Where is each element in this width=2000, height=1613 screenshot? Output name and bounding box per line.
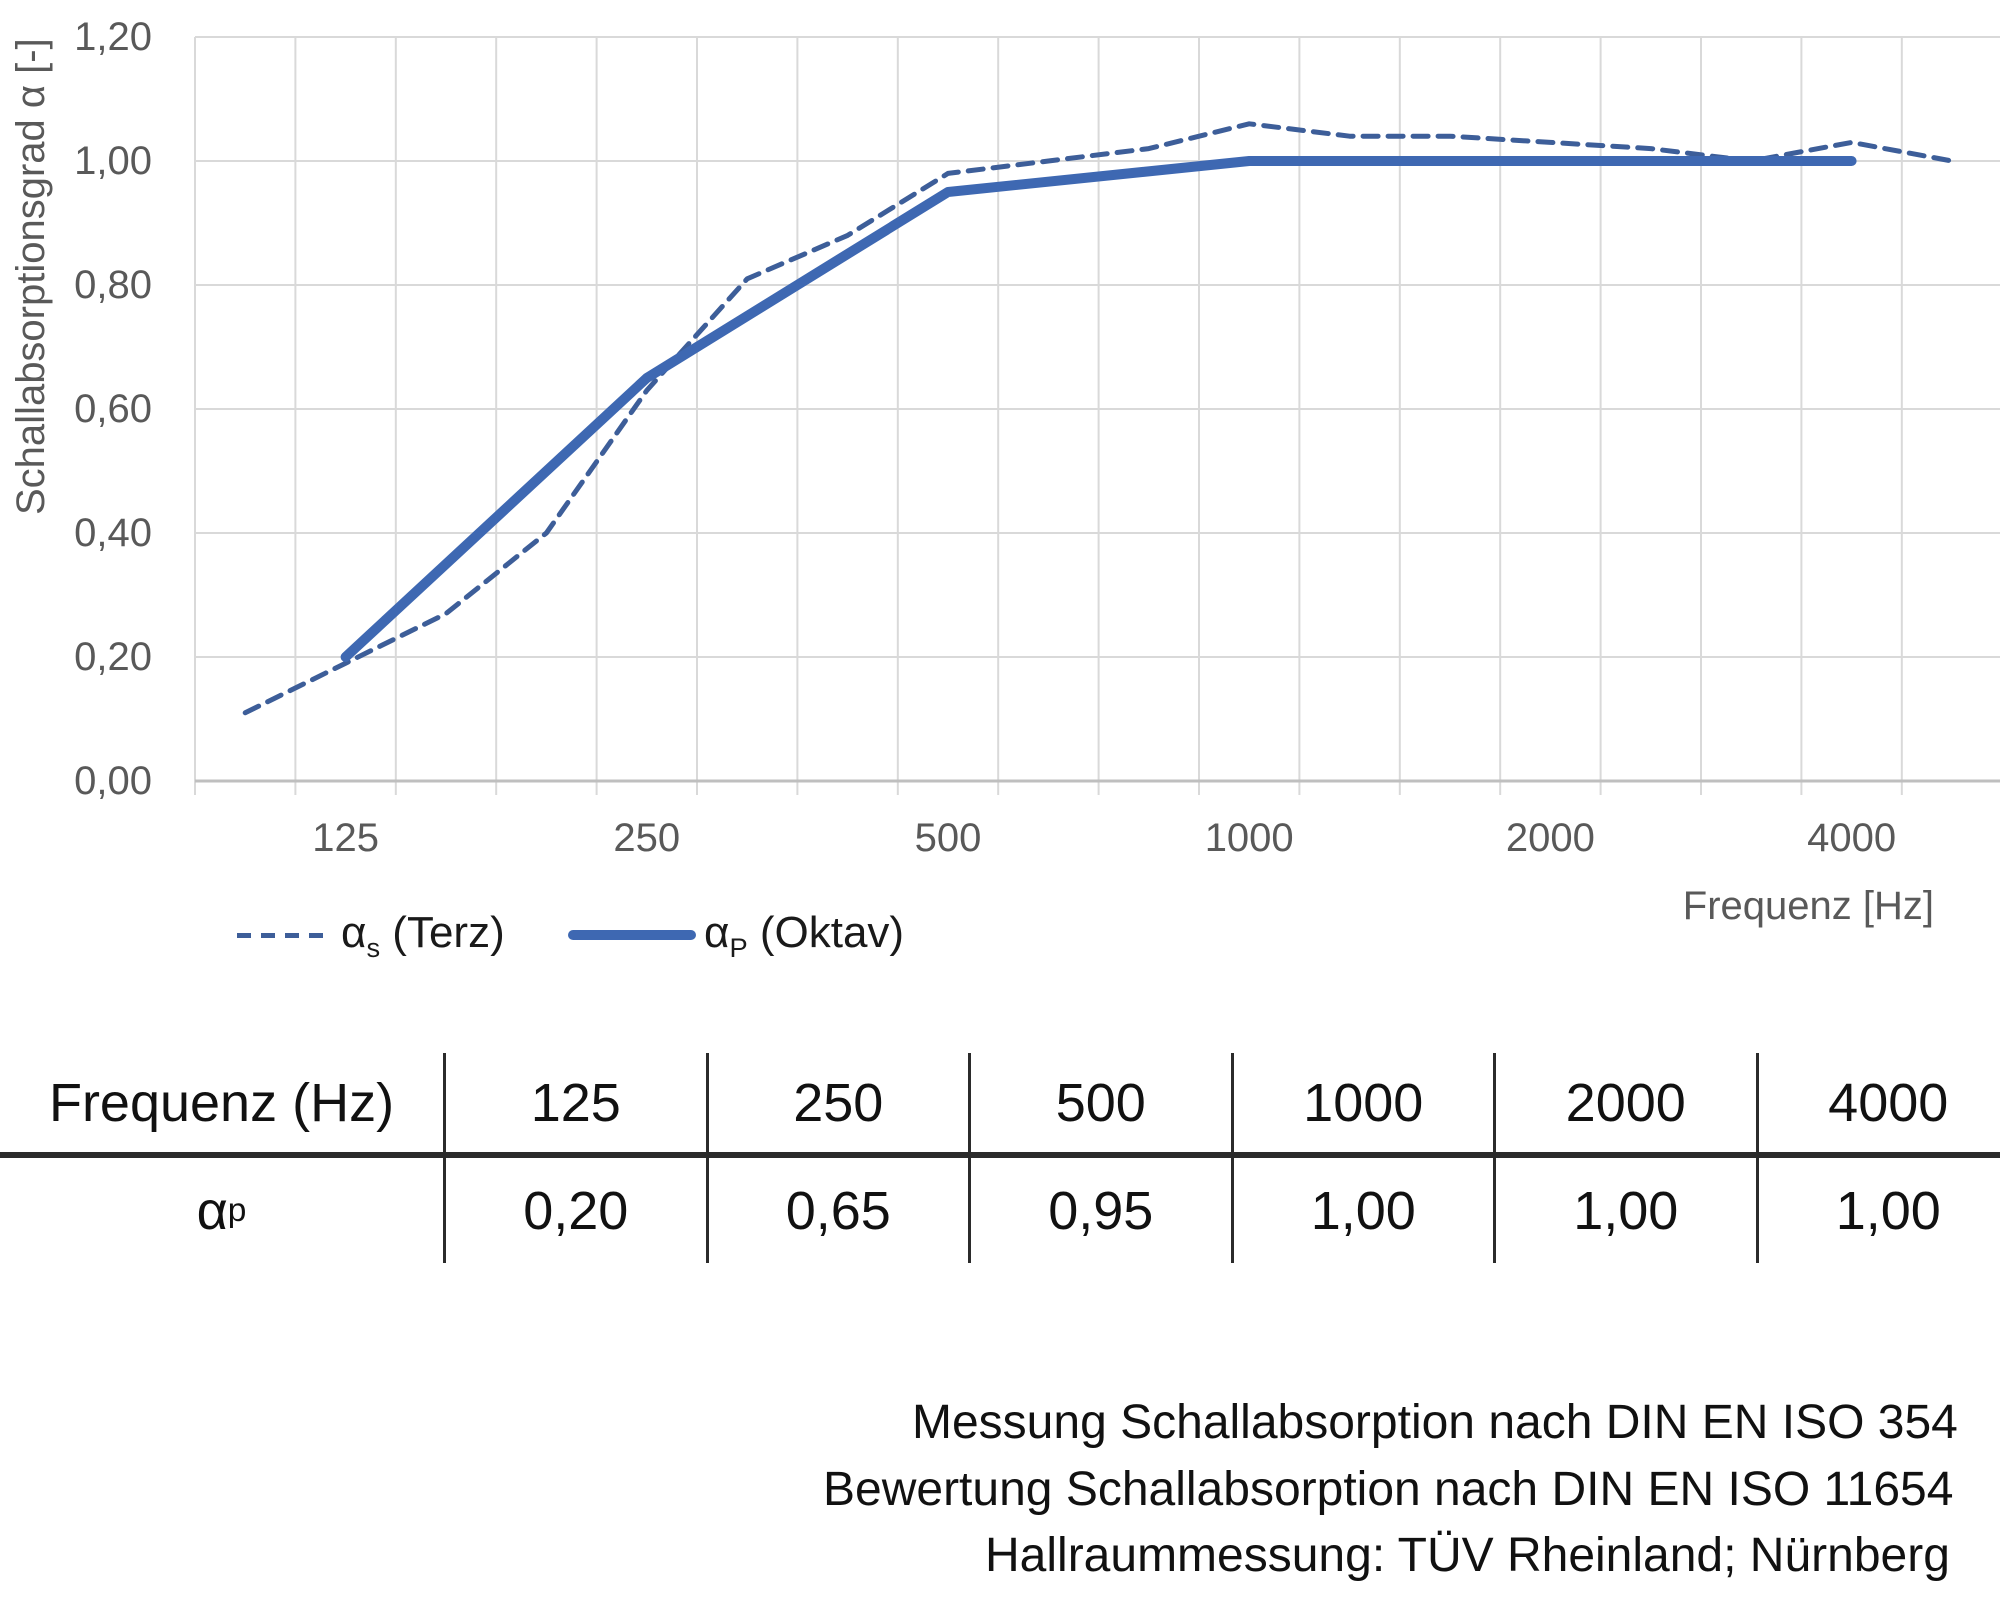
table-header-cell: 250 <box>705 1053 968 1158</box>
table-header-cell: Frequenz (Hz) <box>0 1053 443 1158</box>
absorption-results-table: Frequenz (Hz) 125 250 500 1000 2000 4000 α p 0,20… <box>0 1053 2000 1263</box>
table-value-cell: 1,00 <box>1493 1158 1756 1263</box>
oktav-series-line <box>340 156 1857 662</box>
y-tick-label: 0,00 <box>74 759 152 803</box>
y-tick-label: 1,20 <box>74 15 152 59</box>
terz-series-line <box>242 121 1955 716</box>
x-axis-title: Frequenz [Hz] <box>1682 884 1934 928</box>
x-tick-label: 500 <box>914 816 982 860</box>
y-axis-title: Schallabsorptionsgrad α [-] <box>9 38 53 515</box>
legend-oktav-label: αP (Oktav) <box>704 908 905 963</box>
table-value-cell: 1,00 <box>1230 1158 1494 1263</box>
y-tick-label: 1,00 <box>74 139 152 183</box>
measurement-note-line: Messung Schallabsorption nach DIN EN ISO… <box>912 1396 1958 1449</box>
x-tick-label: 1000 <box>1204 816 1294 860</box>
terz-dashed-line-sample <box>237 933 327 938</box>
y-tick-label: 0,80 <box>74 263 152 307</box>
measurement-note-line: Hallraummessung: TÜV Rheinland; Nürnberg <box>985 1529 1950 1582</box>
y-tick-label: 0,60 <box>74 387 152 431</box>
oktav-solid-line-sample <box>568 930 696 940</box>
table-header-cell: 1000 <box>1230 1053 1493 1158</box>
table-header-cell: 2000 <box>1493 1053 1756 1158</box>
x-tick-label: 125 <box>312 816 379 860</box>
table-value-cell: 0,20 <box>443 1158 706 1263</box>
y-tick-label: 0,20 <box>74 635 152 679</box>
table-value-cell: 0,65 <box>705 1158 969 1263</box>
legend-terz-label: αs (Terz) <box>341 908 505 963</box>
x-tick-label: 2000 <box>1505 816 1595 860</box>
x-tick-label: 250 <box>613 816 681 860</box>
table-header-cell: 125 <box>443 1053 706 1158</box>
measurement-note-line: Bewertung Schallabsorption nach DIN EN I… <box>823 1463 1954 1516</box>
table-value-cell: 0,95 <box>968 1158 1231 1263</box>
table-value-cell: 1,00 <box>1755 1158 2000 1263</box>
x-tick-label: 4000 <box>1807 816 1897 860</box>
table-header-cell: 4000 <box>1755 1053 2000 1158</box>
table-header-cell: 500 <box>968 1053 1231 1158</box>
y-tick-label: 0,40 <box>74 511 152 555</box>
